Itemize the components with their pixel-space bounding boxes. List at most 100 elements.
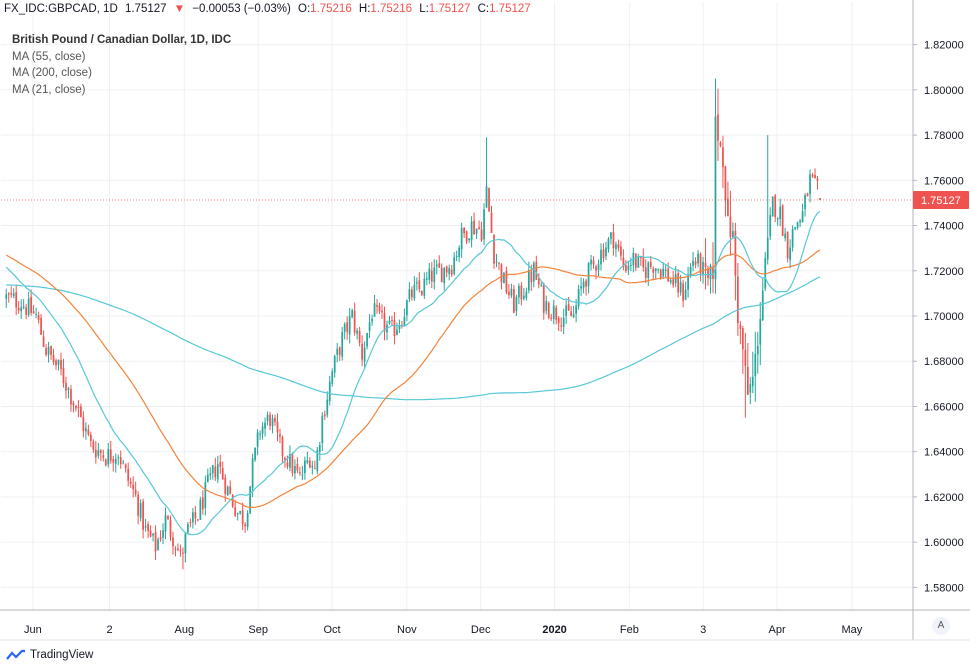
- candle-body: [291, 454, 294, 474]
- candle-body: [102, 455, 105, 458]
- candle-body: [10, 293, 13, 295]
- candle-body: [697, 253, 699, 264]
- candle-body: [122, 462, 125, 464]
- candle-body: [518, 285, 520, 298]
- candle-body: [463, 227, 466, 234]
- candle-body: [761, 290, 764, 321]
- candle-body: [381, 310, 383, 313]
- candle-body: [157, 539, 159, 550]
- candle-body: [702, 261, 704, 276]
- chart-legend: British Pound / Canadian Dollar, 1D, IDC…: [12, 32, 231, 98]
- candle-body: [692, 260, 694, 267]
- candle-body: [415, 282, 418, 284]
- candle-body: [37, 315, 40, 320]
- candle-body: [137, 494, 140, 516]
- candle-body: [450, 269, 453, 275]
- candle-body: [236, 513, 239, 515]
- chart-title[interactable]: British Pound / Canadian Dollar, 1D, IDC: [12, 34, 232, 46]
- candle-body: [732, 231, 734, 238]
- candle-body: [664, 269, 667, 271]
- candle-body: [682, 283, 684, 301]
- candle-body: [189, 522, 192, 524]
- candle-body: [256, 432, 259, 447]
- candle-body: [483, 209, 485, 240]
- candle-body: [612, 232, 615, 248]
- candle-body: [786, 231, 789, 259]
- candle-body: [112, 459, 115, 463]
- candle-body: [22, 306, 25, 308]
- candle-body: [532, 263, 535, 282]
- candle-body: [754, 353, 757, 377]
- candle-body: [505, 270, 508, 293]
- candle-body: [289, 454, 291, 468]
- candle-body: [306, 460, 309, 463]
- low-value: 1.75127: [428, 3, 471, 15]
- candle-body: [455, 255, 458, 257]
- candle-body: [199, 499, 202, 520]
- candle-body: [433, 267, 436, 282]
- candle-body: [321, 415, 324, 444]
- candle-body: [204, 482, 207, 508]
- candle-body: [592, 260, 595, 265]
- candle-body: [254, 447, 256, 460]
- x-tick-label: 3: [700, 624, 706, 636]
- legend-ma55[interactable]: MA (55, close): [12, 50, 86, 63]
- candle-body: [149, 530, 152, 537]
- x-tick-label: Apr: [769, 624, 786, 636]
- candle-body: [129, 481, 132, 484]
- y-tick-label: 1.60000: [924, 537, 964, 549]
- candle-body: [356, 330, 358, 334]
- candle-body: [80, 406, 82, 418]
- tradingview-brand[interactable]: TradingView: [6, 649, 93, 661]
- candle-body: [704, 262, 707, 268]
- candle-body: [445, 266, 448, 273]
- candle-body: [27, 298, 30, 315]
- close-label: C:: [477, 3, 490, 15]
- candle-body: [376, 304, 378, 307]
- candle-body: [353, 310, 356, 333]
- candle-body: [363, 347, 366, 362]
- candle-body: [396, 329, 398, 335]
- candle-body: [737, 276, 739, 324]
- candle-body: [35, 313, 37, 315]
- candle-body: [729, 216, 732, 237]
- candle-body: [453, 257, 456, 274]
- candle-body: [694, 261, 697, 265]
- candle-body: [794, 227, 796, 229]
- candle-body: [555, 307, 558, 320]
- candle-body: [57, 359, 60, 365]
- candle-body: [804, 195, 806, 210]
- candle-body: [590, 259, 592, 265]
- candle-body: [438, 263, 441, 268]
- candle-body: [328, 381, 331, 401]
- symbol-label[interactable]: FX_IDC:GBPCAD, 1D: [4, 3, 118, 15]
- candle-body: [535, 261, 538, 280]
- auto-scale-button[interactable]: A: [932, 617, 950, 635]
- candle-body: [351, 310, 354, 318]
- candle-body: [187, 524, 189, 533]
- candle-body: [597, 264, 600, 270]
- candle-body: [677, 273, 680, 293]
- candle-body: [196, 519, 199, 521]
- x-tick-label: Jun: [24, 624, 42, 636]
- candle-body: [65, 382, 67, 391]
- candle-body: [622, 257, 625, 268]
- candle-body: [575, 305, 577, 314]
- legend-ma21[interactable]: MA (21, close): [12, 83, 86, 96]
- candle-body: [371, 318, 373, 322]
- candle-body: [246, 513, 249, 527]
- candle-body: [570, 311, 573, 316]
- candle-body: [62, 367, 65, 384]
- candle-body: [346, 322, 349, 333]
- candle-body: [709, 265, 712, 280]
- candle-body: [142, 501, 144, 530]
- candle-body: [241, 510, 244, 525]
- candle-body: [5, 294, 8, 299]
- legend-ma200[interactable]: MA (200, close): [12, 67, 92, 79]
- candle-body: [617, 244, 620, 248]
- candle-body: [637, 255, 640, 268]
- candle-body: [50, 345, 52, 355]
- candle-body: [744, 350, 747, 366]
- candle-body: [32, 311, 35, 313]
